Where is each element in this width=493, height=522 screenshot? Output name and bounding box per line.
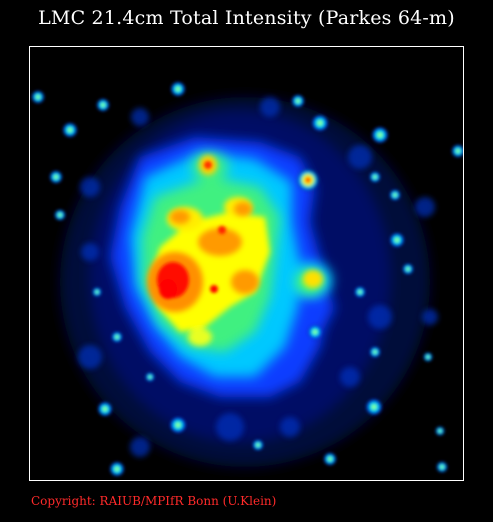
red-peaks — [157, 161, 226, 299]
intensity-map-frame — [29, 46, 464, 481]
copyright-notice: Copyright: RAIUB/MPIfR Bonn (U.Klein) — [31, 494, 277, 508]
image-title: LMC 21.4cm Total Intensity (Parkes 64-m) — [38, 7, 455, 29]
background-sources — [31, 81, 463, 477]
faint-clumps — [78, 97, 438, 457]
intensity-map — [31, 81, 463, 477]
